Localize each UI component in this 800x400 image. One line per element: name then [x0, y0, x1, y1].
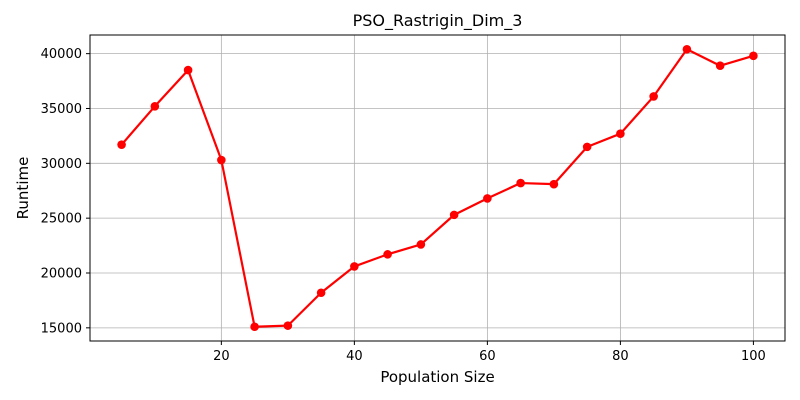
data-point: [316, 288, 326, 298]
data-point: [383, 250, 392, 259]
grid: [90, 35, 785, 341]
data-point: [649, 92, 658, 101]
x-axis-title: Population Size: [380, 368, 494, 386]
data-point: [582, 142, 592, 152]
y-tick-label: 30000: [41, 157, 82, 172]
data-point: [715, 61, 725, 71]
data-point: [250, 322, 259, 332]
x-tick-label: 40: [346, 349, 363, 364]
y-tick-label: 25000: [41, 212, 82, 227]
data-point: [350, 262, 359, 271]
x-tick-label: 20: [213, 349, 230, 364]
data-point: [150, 101, 160, 111]
y-tick-label: 35000: [41, 102, 82, 117]
series-line: [120, 48, 755, 328]
x-tick-label: 100: [741, 349, 766, 364]
x-tick-label: 80: [612, 349, 629, 364]
data-point: [117, 140, 126, 149]
y-tick-label: 15000: [41, 321, 82, 336]
data-point: [183, 65, 193, 75]
data-point: [283, 321, 293, 330]
ticks: 20 40 60 80 100 15000 20000 25000 30000 35000 4000…: [41, 47, 766, 364]
data-point: [217, 155, 226, 165]
data-point: [616, 129, 625, 139]
series-layer: [117, 44, 758, 332]
data-point: [682, 44, 692, 54]
data-point: [749, 51, 758, 61]
y-tick-label: 20000: [41, 267, 82, 282]
y-tick-label: 40000: [41, 47, 82, 62]
y-axis-title: Runtime: [14, 157, 32, 220]
chart-title: PSO_Rastrigin_Dim_3: [353, 11, 523, 31]
data-point: [416, 240, 426, 249]
data-point: [516, 178, 525, 188]
data-point: [449, 210, 459, 220]
x-tick-label: 60: [479, 349, 496, 364]
plot-frame: [89, 34, 786, 342]
data-point: [483, 194, 492, 203]
data-point: [549, 179, 559, 189]
